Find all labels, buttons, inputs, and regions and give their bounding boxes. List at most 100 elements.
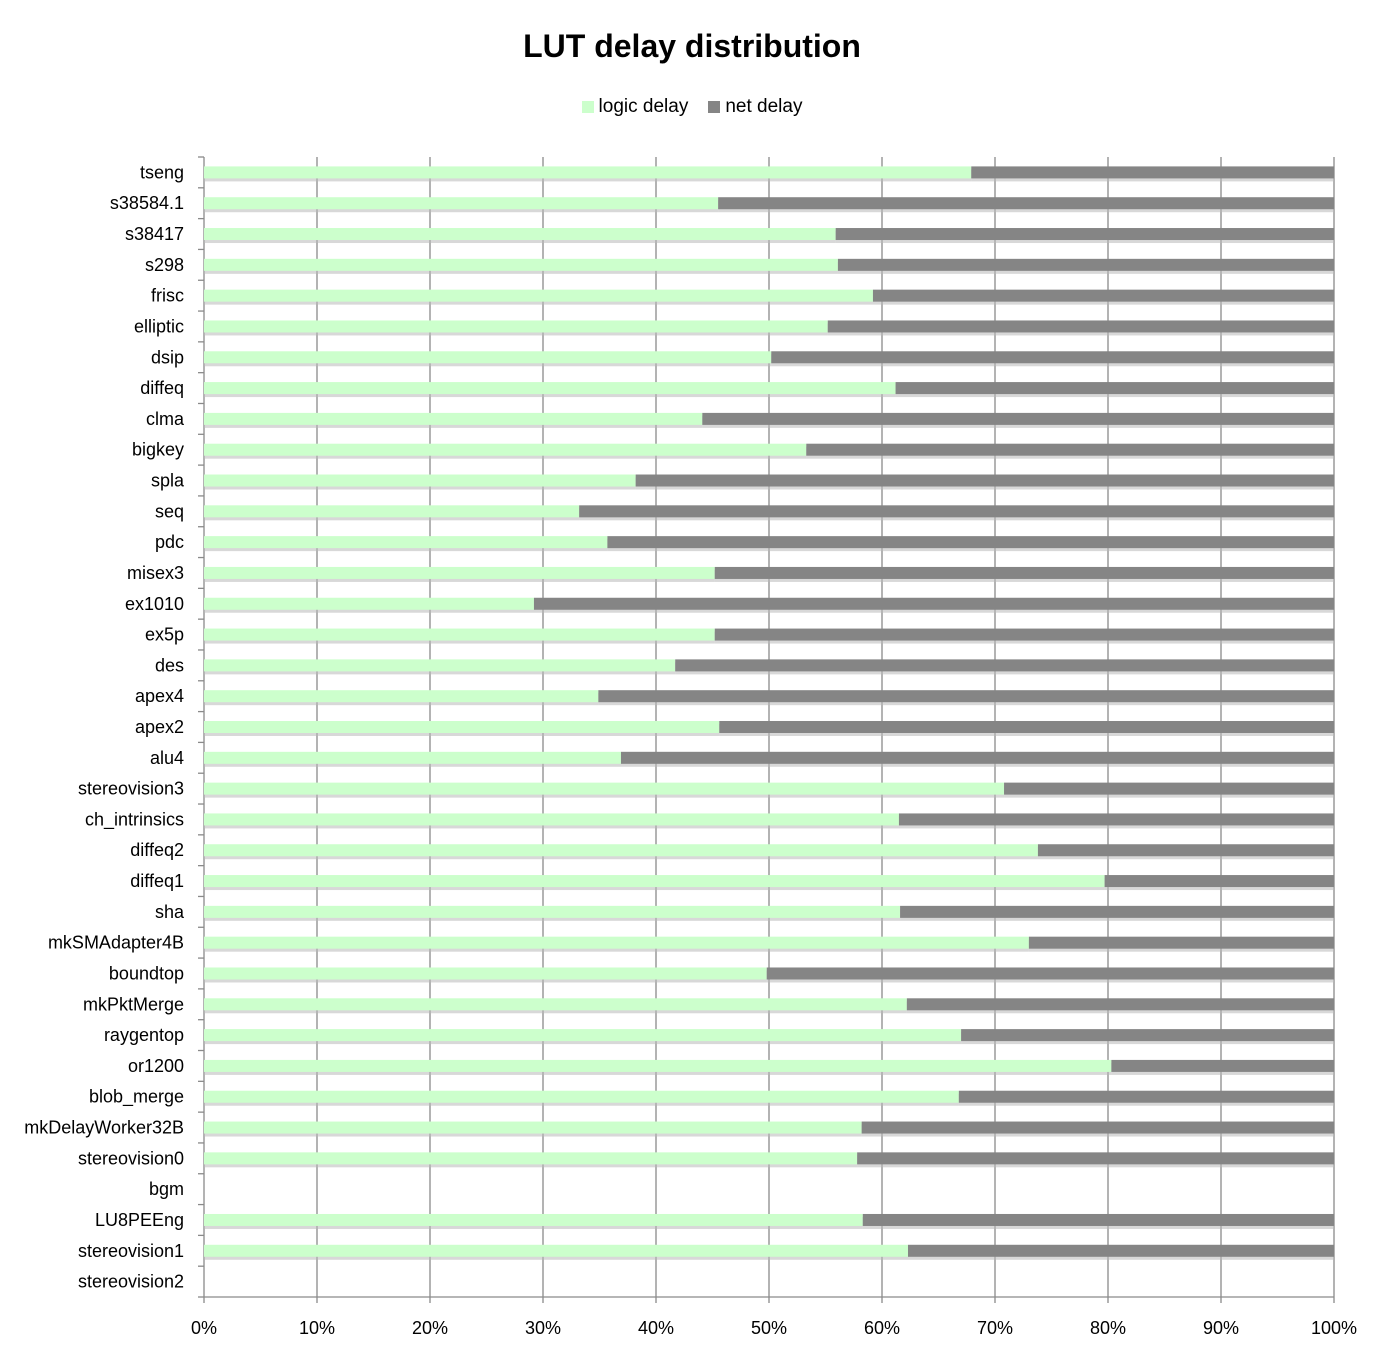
- bar-net-delay: [579, 505, 1334, 518]
- bar-logic-delay: [204, 566, 715, 579]
- bar-net-delay: [862, 1213, 1334, 1226]
- bar-logic-delay: [204, 721, 720, 733]
- bar-net-delay: [714, 628, 1334, 641]
- bar-logic-delay: [204, 659, 676, 672]
- category-label: pdc: [155, 532, 184, 552]
- bar-net-delay: [906, 998, 1334, 1011]
- bar-net-delay: [714, 566, 1334, 579]
- category-label: frisc: [151, 286, 184, 306]
- category-label: mkPktMerge: [83, 994, 184, 1014]
- bar-net-delay: [971, 166, 1334, 179]
- bar-net-delay: [827, 320, 1334, 333]
- category-label: s38417: [125, 224, 184, 244]
- category-label: tseng: [140, 162, 184, 182]
- x-tick-label: 50%: [751, 1318, 787, 1338]
- bar-net-delay: [620, 751, 1334, 764]
- bar-net-delay: [895, 382, 1334, 395]
- category-label: bgm: [149, 1179, 184, 1199]
- bar-net-delay: [1111, 1059, 1334, 1072]
- bar-logic-delay: [204, 905, 901, 918]
- category-label: dsip: [151, 347, 184, 367]
- category-label: bigkey: [132, 440, 184, 460]
- bar-logic-delay: [204, 1059, 1112, 1072]
- category-label: s38584.1: [110, 193, 184, 213]
- category-label: s298: [145, 255, 184, 275]
- bar-logic-delay: [204, 228, 836, 241]
- bar-net-delay: [898, 813, 1334, 826]
- category-label: elliptic: [134, 316, 184, 336]
- bar-net-delay: [675, 659, 1334, 672]
- bar-logic-delay: [204, 320, 828, 333]
- bar-net-delay: [718, 197, 1334, 210]
- bar-logic-delay: [204, 628, 715, 641]
- category-label: ex1010: [125, 594, 184, 614]
- category-label: alu4: [150, 748, 184, 768]
- bar-net-delay: [907, 1244, 1334, 1257]
- bar-net-delay: [900, 905, 1334, 918]
- chart-title: LUT delay distribution: [523, 28, 861, 64]
- bar-logic-delay: [204, 967, 767, 980]
- x-tick-label: 10%: [299, 1318, 335, 1338]
- legend-swatch-net-delay: [708, 101, 721, 113]
- x-tick-label: 90%: [1203, 1318, 1239, 1338]
- legend-swatch-logic-delay: [581, 101, 594, 113]
- bar-net-delay: [861, 1121, 1334, 1134]
- bar-net-delay: [857, 1152, 1334, 1165]
- bar-logic-delay: [204, 844, 1038, 857]
- x-tick-label: 60%: [864, 1318, 900, 1338]
- category-label: stereovision3: [78, 779, 184, 799]
- bar-logic-delay: [204, 782, 1005, 795]
- bar-net-delay: [1028, 936, 1334, 949]
- legend-item-net-delay: net delay: [708, 96, 802, 118]
- bar-logic-delay: [204, 351, 772, 364]
- bar-logic-delay: [204, 597, 534, 610]
- category-label: raygentop: [104, 1025, 184, 1045]
- category-label: LU8PEEng: [95, 1210, 184, 1230]
- bar-logic-delay: [204, 690, 599, 703]
- category-label: seq: [155, 501, 184, 521]
- category-label: stereovision2: [78, 1272, 184, 1292]
- category-label: diffeq1: [130, 871, 184, 891]
- category-label: ch_intrinsics: [85, 809, 184, 830]
- bar-logic-delay: [204, 258, 838, 271]
- bar-net-delay: [806, 443, 1334, 456]
- x-tick-label: 40%: [638, 1318, 674, 1338]
- legend: logic delay net delay: [0, 96, 1384, 118]
- bar-net-delay: [702, 412, 1334, 425]
- bar-logic-delay: [204, 1121, 862, 1134]
- bar-net-delay: [958, 1090, 1334, 1103]
- category-label: apex2: [135, 717, 184, 737]
- category-label: spla: [151, 471, 185, 491]
- bar-logic-delay: [204, 1152, 858, 1165]
- x-tick-label: 30%: [525, 1318, 561, 1338]
- bar-logic-delay: [204, 443, 807, 456]
- legend-item-logic-delay: logic delay: [581, 96, 689, 118]
- category-label: apex4: [135, 686, 184, 706]
- bar-logic-delay: [204, 412, 703, 425]
- legend-label-logic-delay: logic delay: [598, 96, 689, 117]
- bar-logic-delay: [204, 382, 896, 395]
- bar-net-delay: [1037, 844, 1334, 857]
- bar-net-delay: [533, 597, 1334, 610]
- x-tick-label: 0%: [191, 1318, 217, 1338]
- bar-logic-delay: [204, 1090, 959, 1103]
- x-tick-label: 80%: [1090, 1318, 1126, 1338]
- bar-logic-delay: [204, 166, 972, 179]
- bar-logic-delay: [204, 289, 873, 302]
- bar-net-delay: [719, 721, 1334, 733]
- bar-net-delay: [771, 351, 1334, 364]
- bar-net-delay: [598, 690, 1334, 703]
- category-label: diffeq2: [130, 840, 184, 860]
- category-label: clma: [146, 409, 185, 429]
- x-tick-label: 100%: [1311, 1318, 1357, 1338]
- bar-logic-delay: [204, 875, 1105, 888]
- category-label: mkSMAdapter4B: [48, 933, 184, 953]
- category-label: des: [155, 655, 184, 675]
- category-label: blob_merge: [89, 1087, 184, 1108]
- bar-net-delay: [635, 474, 1334, 487]
- category-label: boundtop: [109, 963, 184, 983]
- category-label: misex3: [127, 563, 184, 583]
- category-label: stereovision1: [78, 1241, 184, 1261]
- bar-logic-delay: [204, 1029, 962, 1042]
